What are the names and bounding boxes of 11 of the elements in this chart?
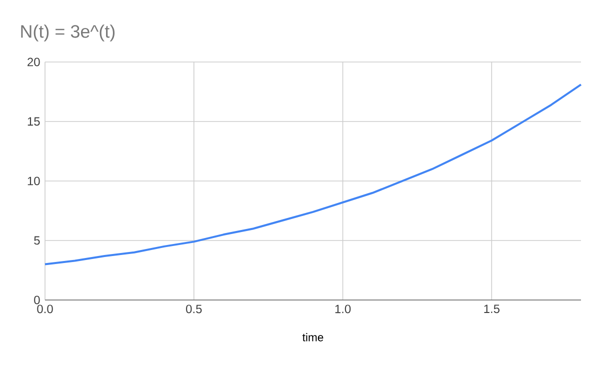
y-tick-label: 20	[28, 58, 40, 66]
y-tick-label: 0	[34, 296, 40, 304]
x-tick-label: 1.0	[335, 304, 351, 314]
y-tick-label: 10	[28, 176, 40, 186]
x-tick-label: 0.0	[37, 304, 53, 314]
chart-title: N(t) = 3e^(t)	[21, 24, 115, 42]
y-tick-label: 5	[34, 236, 40, 245]
y-tick-label: 15	[28, 117, 40, 126]
x-tick-label: 0.5	[186, 304, 202, 314]
x-axis-title: time	[302, 333, 324, 342]
x-tick-label: 1.5	[484, 304, 500, 314]
